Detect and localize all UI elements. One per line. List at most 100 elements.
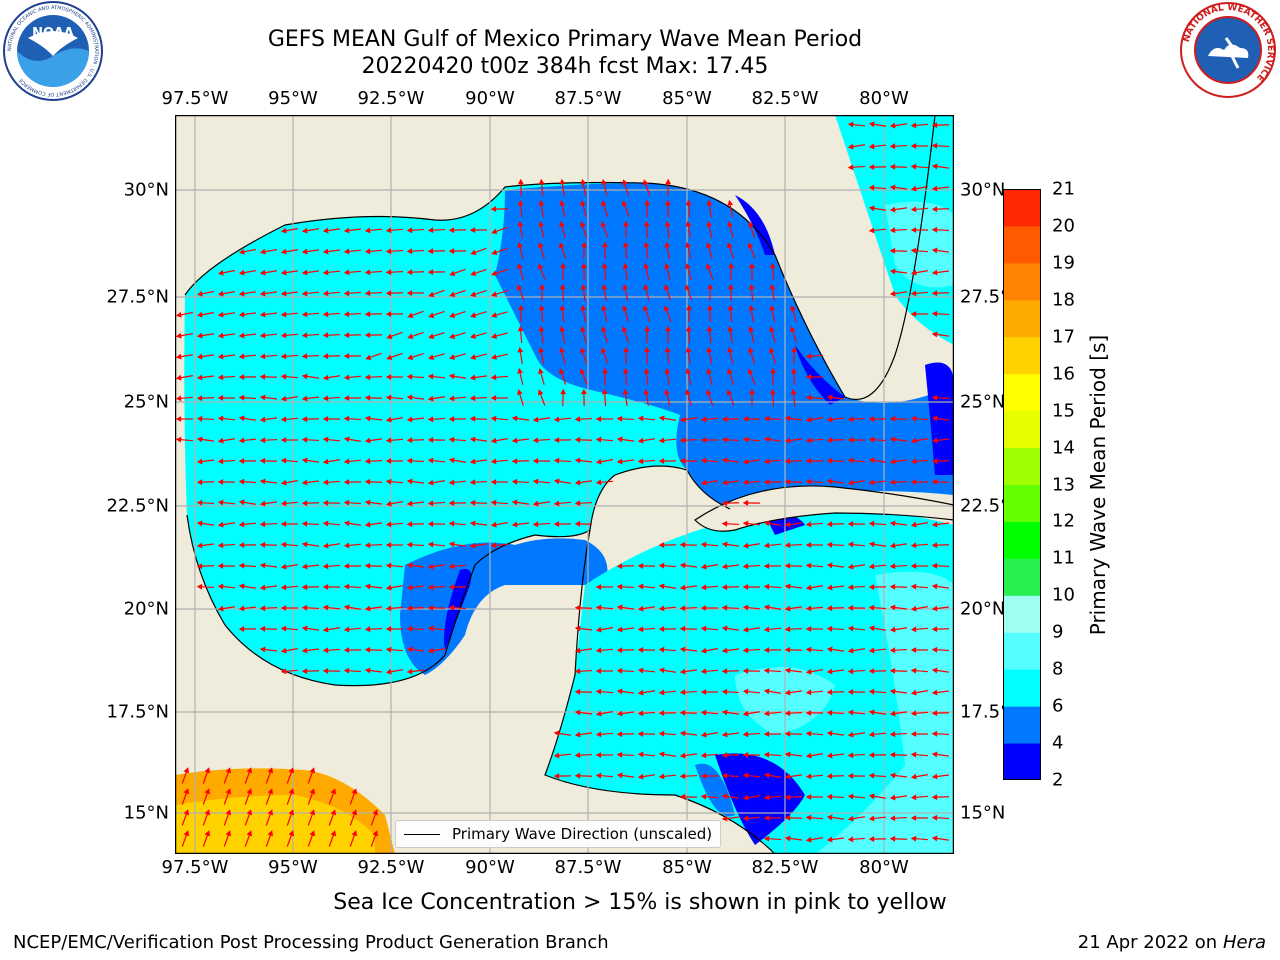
wave-arrow-head xyxy=(637,667,644,674)
wave-arrow-head xyxy=(931,689,938,696)
lon-tick-top: 92.5°W xyxy=(357,88,425,109)
wave-arrow-head xyxy=(267,830,274,837)
wave-arrow-head xyxy=(790,367,797,374)
chart-subtitle: 20220420 t00z 384h fcst Max: 17.45 xyxy=(361,54,769,79)
wave-arrow-head xyxy=(280,541,287,548)
wave-arrow-head xyxy=(280,437,287,443)
wave-arrow-head xyxy=(847,836,854,843)
wave-arrow-head xyxy=(705,263,712,270)
wave-arrow-head xyxy=(721,688,728,695)
wave-arrow-head xyxy=(805,814,812,821)
wave-arrow-head xyxy=(280,647,287,654)
wave-arrow-head xyxy=(721,604,728,611)
wave-arrow-head xyxy=(595,458,602,465)
wave-arrow-head xyxy=(217,521,224,528)
wave-arrow-head xyxy=(428,333,435,339)
wave-arrow-head xyxy=(726,389,733,396)
wave-arrow-head xyxy=(721,625,728,632)
wave-arrow-head xyxy=(889,520,896,527)
wave-arrow-head xyxy=(637,563,644,569)
wave-arrow-head xyxy=(428,354,435,360)
wave-arrow-head xyxy=(868,205,875,212)
wave-arrow-head xyxy=(721,500,728,507)
wave-arrow-head xyxy=(931,458,938,465)
wave-arrow-head xyxy=(763,626,770,633)
wave-arrow-head xyxy=(259,373,266,380)
wave-arrow-head xyxy=(490,437,497,444)
wave-arrow-head xyxy=(322,227,329,234)
wave-arrow-head xyxy=(642,305,649,312)
wave-arrow-head xyxy=(826,437,833,444)
wave-arrow-head xyxy=(721,479,728,486)
wave-arrow-head xyxy=(931,794,938,801)
wave-arrow-head xyxy=(449,270,456,277)
wave-arrow-head xyxy=(763,647,770,653)
wave-arrow-head xyxy=(700,647,707,654)
wave-arrow-head xyxy=(931,626,938,633)
wave-arrow-head xyxy=(175,416,182,422)
wave-arrow-head xyxy=(322,353,329,360)
wave-arrow-head xyxy=(553,730,560,737)
wave-arrow-head xyxy=(826,668,833,675)
wave-arrow-head xyxy=(742,772,749,779)
wave-arrow-head xyxy=(580,283,587,290)
lon-tick-top: 87.5°W xyxy=(554,88,622,109)
wave-arrow-head xyxy=(910,415,917,422)
wave-arrow-head xyxy=(622,179,628,186)
wave-arrow-head xyxy=(910,751,917,758)
wave-arrow-head xyxy=(706,220,713,227)
wave-arrow-head xyxy=(288,767,295,774)
wave-arrow-head xyxy=(491,291,498,297)
wave-arrow-head xyxy=(322,479,329,486)
wave-arrow-head xyxy=(238,626,245,632)
chart-title: GEFS MEAN Gulf of Mexico Primary Wave Me… xyxy=(267,27,863,52)
wave-arrow-head xyxy=(889,772,896,779)
wave-arrow-head xyxy=(407,333,414,340)
wave-arrow-head xyxy=(784,415,791,422)
wave-arrow-head xyxy=(518,304,524,311)
wave-arrow-head xyxy=(238,269,245,276)
colorbar-tick: 11 xyxy=(1052,547,1075,569)
wave-arrow-head xyxy=(469,542,476,549)
wave-arrow-head xyxy=(406,416,413,423)
wave-arrow-head xyxy=(280,479,287,486)
wave-arrow-head xyxy=(559,304,566,311)
wave-arrow-head xyxy=(595,731,602,738)
wave-arrow-head xyxy=(616,751,623,758)
wave-arrow-head xyxy=(684,284,691,291)
wave-arrow-head xyxy=(686,304,692,311)
wave-arrow-head xyxy=(427,625,434,632)
wave-arrow-head xyxy=(769,262,776,269)
wave-arrow-head xyxy=(931,710,938,717)
wave-arrow-head xyxy=(351,788,358,795)
wave-arrow-head xyxy=(706,304,713,311)
wave-arrow-head xyxy=(910,163,917,170)
wave-arrow-head xyxy=(600,347,607,354)
map-panel xyxy=(175,115,954,854)
wave-arrow-head xyxy=(469,520,476,527)
wave-arrow-head xyxy=(470,291,477,297)
wave-arrow-head xyxy=(246,788,253,795)
wave-arrow-head xyxy=(910,143,917,149)
wave-arrow-head xyxy=(238,605,245,612)
wave-arrow-head xyxy=(595,479,602,486)
wave-arrow-head xyxy=(595,668,602,674)
wave-arrow-head xyxy=(196,479,203,486)
wave-arrow-head xyxy=(238,394,245,401)
wave-arrow-head xyxy=(196,458,203,465)
wave-arrow-head xyxy=(196,563,203,570)
wave-arrow-head xyxy=(742,584,749,590)
wave-arrow-head xyxy=(385,269,392,276)
wave-arrow-head xyxy=(580,304,587,311)
wave-arrow-head xyxy=(889,667,896,674)
wave-arrow-head xyxy=(301,584,308,591)
wave-arrow-head xyxy=(490,206,497,212)
wave-arrow-head xyxy=(616,667,623,674)
colorbar-tick: 2 xyxy=(1052,769,1064,791)
wave-arrow-head xyxy=(537,263,544,270)
wave-arrow-head xyxy=(428,312,435,319)
wave-arrow-head xyxy=(889,647,896,654)
wave-arrow-head xyxy=(868,227,875,234)
wave-arrow-head xyxy=(805,689,812,696)
wave-arrow-head xyxy=(847,479,854,486)
